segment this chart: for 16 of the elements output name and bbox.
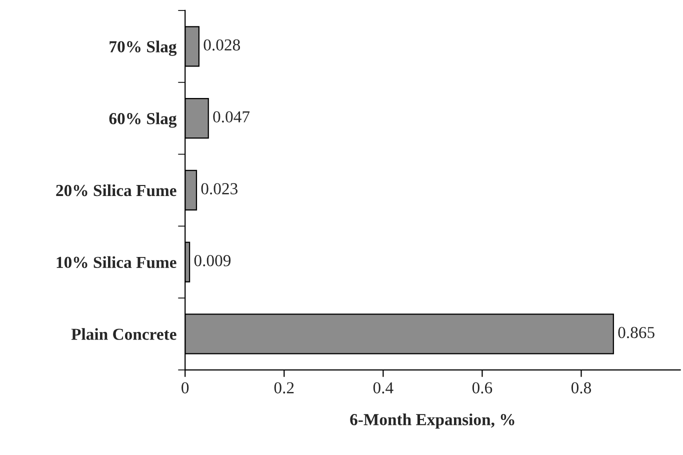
x-axis-title: 6-Month Expansion, % — [350, 414, 514, 429]
y-tick-label: 70% Slag — [110, 40, 177, 56]
data-label: 0.028 — [204, 39, 240, 51]
data-label: 0.047 — [213, 111, 250, 123]
y-tick-label: Plain Concrete — [71, 328, 176, 340]
y-tick-label: 20% Silica Fume — [56, 184, 176, 196]
data-label: 0.865 — [618, 326, 654, 338]
y-tick-label: 60% Slag — [109, 112, 177, 128]
data-label: 0.009 — [194, 255, 231, 266]
x-tick-label: 0.8 — [571, 382, 592, 394]
y-tick-label: 10% Silica Fume — [56, 256, 176, 268]
x-tick-label: 0.6 — [472, 382, 492, 394]
x-tick-label: 0.4 — [373, 382, 394, 394]
data-label: 0.023 — [201, 183, 238, 194]
x-tick-label: 0 — [182, 382, 189, 394]
x-tick-label: 0.2 — [274, 382, 294, 394]
